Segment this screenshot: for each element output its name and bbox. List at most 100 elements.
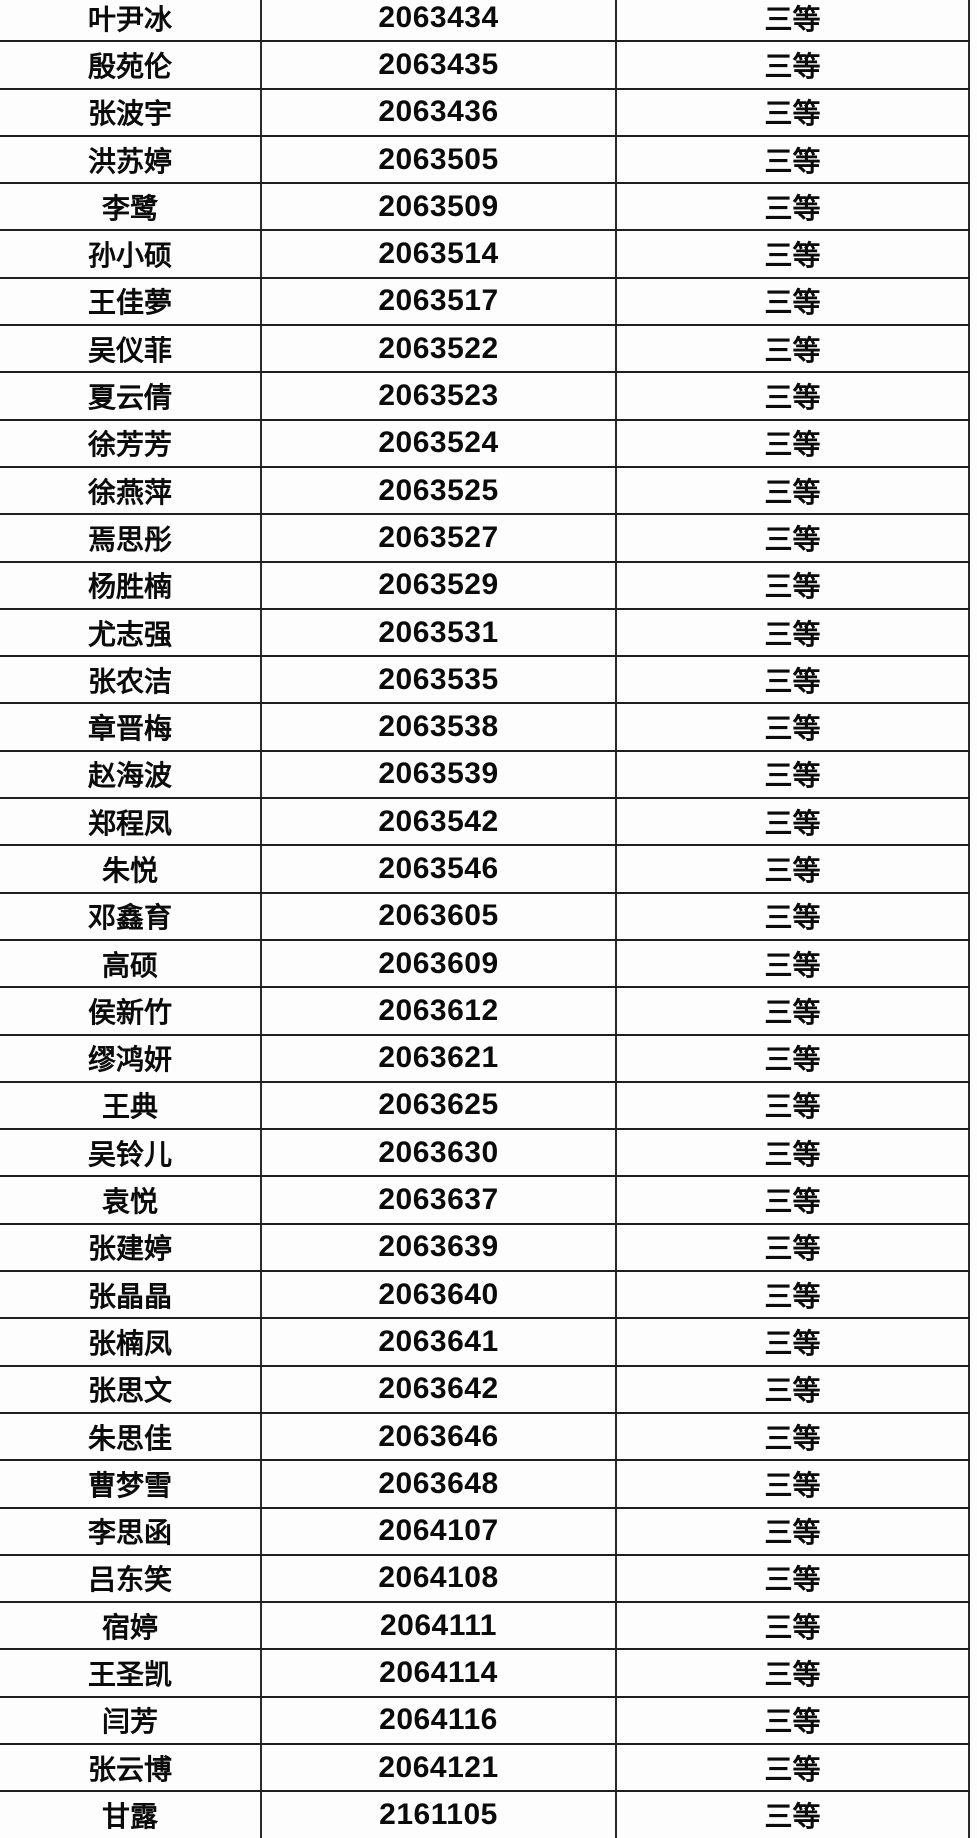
id-cell: 2063539	[262, 751, 617, 798]
name-cell: 朱思佳	[0, 1413, 262, 1460]
grade-cell: 三等	[617, 562, 970, 608]
table-row: 缪鸿妍 2063621 三等	[0, 1035, 970, 1083]
id-cell: 2063522	[262, 326, 617, 372]
id-cell: 2063646	[262, 1413, 617, 1460]
id-cell: 2063642	[262, 1366, 617, 1412]
grade-cell: 三等	[617, 1650, 970, 1696]
id-cell: 2063436	[262, 89, 617, 135]
name-cell: 赵海波	[0, 751, 262, 798]
name-cell: 尤志强	[0, 609, 262, 656]
grade-cell: 三等	[617, 1744, 970, 1791]
grade-cell: 三等	[617, 136, 970, 183]
grade-cell: 三等	[617, 609, 970, 656]
table-row: 徐芳芳 2063524 三等	[0, 420, 970, 468]
name-cell: 殷苑伦	[0, 42, 262, 88]
grade-cell: 三等	[617, 1697, 970, 1743]
name-cell: 焉思彤	[0, 515, 262, 561]
id-cell: 2063529	[262, 562, 617, 608]
id-cell: 2063434	[262, 0, 617, 41]
name-cell: 王圣凯	[0, 1650, 262, 1696]
id-cell: 2063509	[262, 184, 617, 230]
table-row: 张晶晶 2063640 三等	[0, 1272, 970, 1320]
table-row: 叶尹冰 2063434 三等	[0, 0, 970, 43]
id-cell: 2063517	[262, 278, 617, 325]
name-cell: 吴仪菲	[0, 326, 262, 372]
name-cell: 王佳夢	[0, 278, 262, 325]
table-row: 袁悦 2063637 三等	[0, 1177, 970, 1225]
grade-cell: 三等	[617, 89, 970, 135]
table-row: 朱思佳 2063646 三等	[0, 1413, 970, 1462]
name-cell: 袁悦	[0, 1177, 262, 1223]
grade-cell: 三等	[617, 1413, 970, 1460]
table-row: 闫芳 2064116 三等	[0, 1697, 970, 1745]
grade-cell: 三等	[617, 1082, 970, 1129]
id-cell: 2063612	[262, 988, 617, 1034]
name-cell: 宿婷	[0, 1603, 262, 1649]
table-row: 宿婷 2064111 三等	[0, 1603, 970, 1651]
grade-cell: 三等	[617, 751, 970, 798]
grade-cell: 三等	[617, 1177, 970, 1223]
table-row: 张云博 2064121 三等	[0, 1744, 970, 1793]
table-row: 张农洁 2063535 三等	[0, 657, 970, 705]
id-cell: 2063640	[262, 1272, 617, 1318]
grade-cell: 三等	[617, 657, 970, 703]
id-cell: 2063630	[262, 1130, 617, 1176]
table-row: 吴仪菲 2063522 三等	[0, 326, 970, 374]
name-cell: 夏云倩	[0, 373, 262, 419]
id-cell: 2064121	[262, 1744, 617, 1791]
table-row: 张楠凤 2063641 三等	[0, 1319, 970, 1367]
name-cell: 李鹭	[0, 184, 262, 230]
id-cell: 2063637	[262, 1177, 617, 1223]
grade-cell: 三等	[617, 420, 970, 466]
grade-cell: 三等	[617, 467, 970, 514]
table-row: 吕东笑 2064108 三等	[0, 1555, 970, 1604]
grade-cell: 三等	[617, 988, 970, 1034]
grade-cell: 三等	[617, 1319, 970, 1365]
table-row: 尤志强 2063531 三等	[0, 609, 970, 658]
name-cell: 邓鑫育	[0, 893, 262, 939]
id-cell: 2063605	[262, 893, 617, 939]
name-cell: 章晋梅	[0, 704, 262, 750]
name-cell: 吴铃儿	[0, 1130, 262, 1176]
id-cell: 2063535	[262, 657, 617, 703]
id-cell: 2063542	[262, 799, 617, 845]
name-cell: 郑程凤	[0, 799, 262, 845]
table-row: 王佳夢 2063517 三等	[0, 278, 970, 327]
name-cell: 张建婷	[0, 1224, 262, 1271]
name-cell: 缪鸿妍	[0, 1035, 262, 1081]
grade-cell: 三等	[617, 940, 970, 987]
id-cell: 2063514	[262, 231, 617, 277]
name-cell: 吕东笑	[0, 1555, 262, 1602]
table-row: 徐燕萍 2063525 三等	[0, 467, 970, 516]
table-row: 夏云倩 2063523 三等	[0, 373, 970, 421]
name-cell: 张晶晶	[0, 1272, 262, 1318]
grade-cell: 三等	[617, 1555, 970, 1602]
table-row: 王典 2063625 三等	[0, 1082, 970, 1131]
table-row: 郑程凤 2063542 三等	[0, 799, 970, 847]
grade-cell: 三等	[617, 1366, 970, 1412]
name-cell: 张楠凤	[0, 1319, 262, 1365]
id-cell: 2063641	[262, 1319, 617, 1365]
id-cell: 2063527	[262, 515, 617, 561]
grade-cell: 三等	[617, 231, 970, 277]
grade-cell: 三等	[617, 42, 970, 88]
name-cell: 张云博	[0, 1744, 262, 1791]
table-row: 章晋梅 2063538 三等	[0, 704, 970, 752]
table-row: 张波宇 2063436 三等	[0, 89, 970, 137]
table-row: 张思文 2063642 三等	[0, 1366, 970, 1414]
grade-cell: 三等	[617, 515, 970, 561]
id-cell: 2063609	[262, 940, 617, 987]
table-row: 赵海波 2063539 三等	[0, 751, 970, 800]
table-row: 吴铃儿 2063630 三等	[0, 1130, 970, 1178]
grade-cell: 三等	[617, 1224, 970, 1271]
grade-cell: 三等	[617, 893, 970, 939]
table-row: 邓鑫育 2063605 三等	[0, 893, 970, 941]
table-row: 甘露 2161105 三等	[0, 1792, 970, 1838]
id-cell: 2064108	[262, 1555, 617, 1602]
id-cell: 2063524	[262, 420, 617, 466]
id-cell: 2063505	[262, 136, 617, 183]
name-cell: 甘露	[0, 1792, 262, 1838]
name-cell: 徐芳芳	[0, 420, 262, 466]
id-cell: 2063525	[262, 467, 617, 514]
